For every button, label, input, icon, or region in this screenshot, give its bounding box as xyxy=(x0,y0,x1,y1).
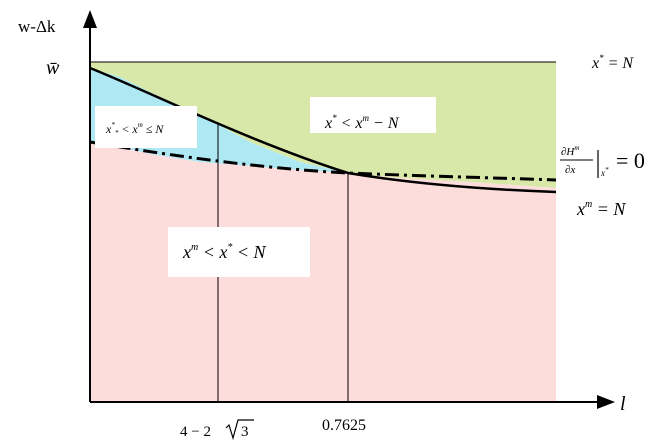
dh-eval-sub: x* xyxy=(600,166,609,178)
dh-numerator: ∂Hm xyxy=(561,144,579,158)
tick-4-2sqrt3-radicand: 3 xyxy=(241,424,249,440)
w-bar-label: w̄ xyxy=(46,57,60,79)
sqrt-sign xyxy=(225,419,254,441)
tick-4-2sqrt3-main: 4 − 2 xyxy=(180,424,211,440)
label-xstar-equals-n: x* = N xyxy=(591,53,634,72)
y-axis-arrow xyxy=(83,10,97,28)
x-axis-arrow xyxy=(597,395,615,409)
y-axis-label: w-Δk xyxy=(18,17,56,36)
pink-region-label: xm < x* < N xyxy=(182,242,267,262)
green-region-label-box xyxy=(310,97,436,133)
blue-region-label: x** < xm ≤ N xyxy=(105,121,164,137)
green-region-label: x* < xm − N xyxy=(324,113,400,132)
dh-denominator: ∂x xyxy=(565,164,575,176)
x-axis-label: l xyxy=(620,393,626,415)
dh-equals-zero: = 0 xyxy=(616,148,645,173)
label-xm-equals-n: xm = N xyxy=(576,199,626,219)
pink-region-label-box xyxy=(168,227,310,277)
tick-4-2sqrt3: 4 − 2 3 xyxy=(180,419,254,441)
tick-0-7625: 0.7625 xyxy=(322,417,366,434)
label-dh-dx-zero: ∂Hm ∂x x* = 0 xyxy=(560,144,645,178)
xm-equals-n-curve xyxy=(89,66,557,194)
dh-dx-zero-curve xyxy=(89,140,557,182)
pink-region xyxy=(90,142,556,402)
blue-region-label-box xyxy=(95,106,197,148)
